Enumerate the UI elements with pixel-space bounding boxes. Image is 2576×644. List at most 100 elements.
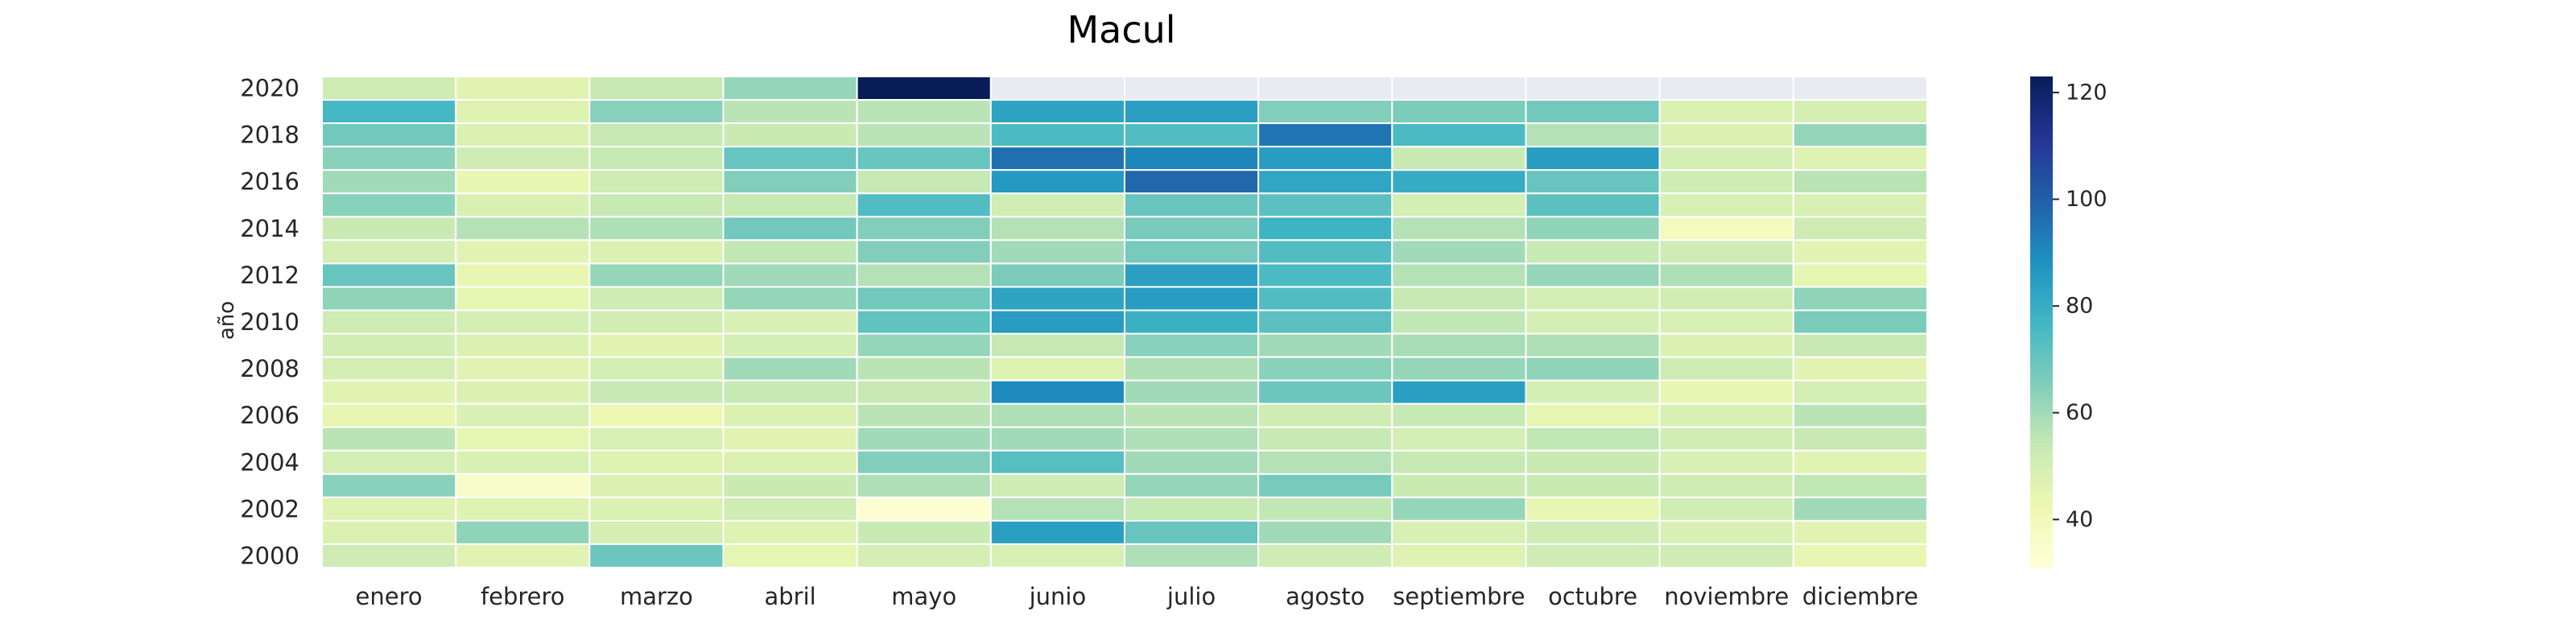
heatmap-cell [1525,262,1661,288]
colorbar-segment [2030,181,2053,186]
heatmap-cell [1391,473,1527,498]
colorbar-segment [2030,93,2053,97]
colorbar-segment [2030,290,2053,295]
colorbar-segment [2030,402,2053,407]
heatmap-cell [1257,99,1393,125]
heatmap-cell [856,356,992,382]
heatmap-cell [1792,449,1928,475]
colorbar-segment [2030,197,2053,202]
heatmap-cell [1792,122,1928,148]
heatmap-cell [1391,239,1527,265]
colorbar-segment [2030,551,2053,556]
colorbar-segment [2030,117,2053,122]
heatmap-cell [455,332,591,358]
heatmap-cell [1525,122,1661,148]
colorbar-segment [2030,217,2053,222]
colorbar-segment [2030,282,2053,287]
colorbar-segment [2030,76,2053,81]
colorbar-segment [2030,306,2053,311]
colorbar-segment [2030,330,2053,335]
heatmap-cell [588,122,724,148]
colorbar-segment [2030,519,2053,524]
heatmap-cell [455,496,591,522]
heatmap-cell [588,76,724,101]
heatmap-cell [455,216,591,242]
colorbar-segment [2030,246,2053,250]
colorbar-segment [2030,262,2053,266]
heatmap-cell [1658,426,1794,452]
heatmap-cell [1525,76,1661,101]
colorbar-segment [2030,193,2053,198]
heatmap-cell [588,519,724,545]
heatmap-cell [1257,496,1393,522]
x-tick-label: abril [764,583,815,610]
heatmap-cell [722,519,858,545]
heatmap-cell [1658,216,1794,242]
colorbar-tick-label: 80 [2066,294,2093,319]
heatmap-cell [321,286,457,312]
heatmap-cell [722,332,858,358]
colorbar-segment [2030,358,2053,363]
heatmap-cell [722,496,858,522]
colorbar-segment [2030,479,2053,484]
heatmap-cell [1658,379,1794,405]
colorbar-segment [2030,390,2053,395]
colorbar-segment [2030,153,2053,158]
heatmap-cell [1525,169,1661,195]
colorbar-segment [2030,89,2053,93]
heatmap-cell [1525,519,1661,545]
colorbar-segment [2030,362,2053,367]
heatmap-cell [1391,449,1527,475]
heatmap-cell [1658,286,1794,312]
heatmap-cell [856,449,992,475]
heatmap-cell [321,379,457,405]
colorbar-segment [2030,310,2053,315]
heatmap-cell [989,262,1126,288]
colorbar-segment [2030,439,2053,444]
heatmap-cell [856,99,992,125]
colorbar-segment [2030,229,2053,234]
heatmap-cell [1257,192,1393,218]
heatmap-cell [1257,239,1393,265]
heatmap-cell [856,262,992,288]
heatmap-cell [856,239,992,265]
y-tick-label: 2018 [240,122,299,149]
colorbar-segment [2030,539,2053,544]
colorbar-segment [2030,318,2053,323]
heatmap-cell [321,496,457,522]
colorbar-segment [2030,185,2053,190]
heatmap-cell [1658,239,1794,265]
heatmap-cell [722,76,858,101]
heatmap-cell [856,309,992,335]
heatmap-cell [588,99,724,125]
colorbar-segment [2030,411,2053,415]
colorbar-segment [2030,225,2053,230]
heatmap-cell [1391,332,1527,358]
heatmap-cell [1391,122,1527,148]
heatmap-cell [1257,449,1393,475]
colorbar-segment [2030,141,2053,146]
y-tick-label: 2008 [240,355,299,382]
heatmap-cell [1525,216,1661,242]
colorbar-segment [2030,386,2053,391]
heatmap-cell [321,519,457,545]
heatmap-cell [1658,99,1794,125]
heatmap-cell [321,122,457,148]
colorbar-segment [2030,374,2053,379]
colorbar-segment [2030,378,2053,383]
heatmap-cell [1257,309,1393,335]
heatmap-cell [321,332,457,358]
colorbar-segment [2030,233,2053,238]
colorbar-segment [2030,294,2053,299]
colorbar-segment [2030,535,2053,540]
colorbar-segment [2030,250,2053,254]
heatmap-cell [989,402,1126,428]
heatmap-cell [1124,449,1260,475]
heatmap-cell [321,262,457,288]
heatmap-cell [1658,146,1794,171]
heatmap-cell [1124,239,1260,265]
heatmap-cell [588,309,724,335]
heatmap-cell [856,286,992,312]
colorbar: 40 60 80 100 120 [2030,76,2107,568]
heatmap-cell [1658,122,1794,148]
